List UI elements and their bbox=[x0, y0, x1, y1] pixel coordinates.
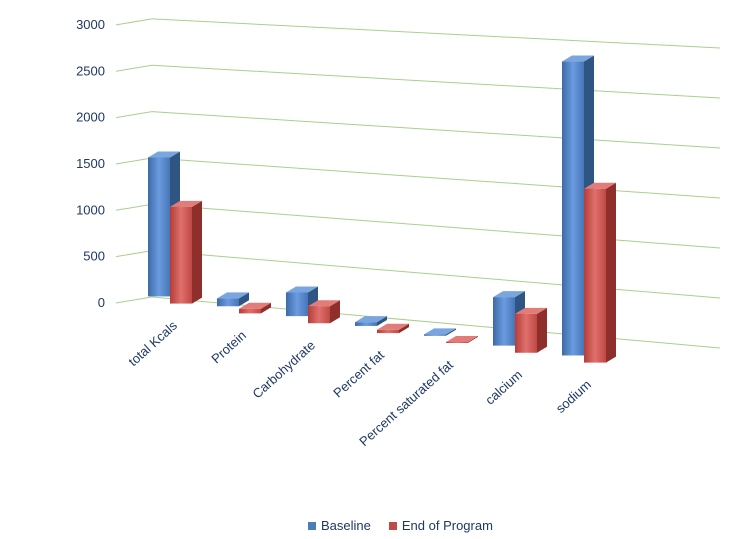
bar-top bbox=[148, 151, 180, 158]
gridline-depth bbox=[115, 250, 153, 258]
bar-side bbox=[399, 323, 409, 334]
y-tick-label: 2500 bbox=[76, 63, 105, 78]
bar-top bbox=[170, 200, 202, 207]
bar-side bbox=[330, 300, 340, 324]
gridline-depth bbox=[115, 157, 153, 165]
bar-top bbox=[286, 286, 318, 293]
bar-side bbox=[377, 316, 387, 326]
bar-front bbox=[170, 206, 192, 304]
bar-top bbox=[377, 323, 409, 330]
bar-top bbox=[562, 55, 594, 62]
gridline bbox=[151, 18, 721, 49]
bar-front bbox=[239, 308, 261, 314]
bar-side bbox=[192, 200, 202, 304]
bar-side bbox=[446, 328, 456, 336]
legend-swatch-end-of-program bbox=[388, 521, 397, 530]
gridline bbox=[151, 157, 721, 199]
bar-side bbox=[468, 335, 478, 343]
bars bbox=[148, 55, 616, 363]
bar-top bbox=[584, 182, 616, 189]
bar-front bbox=[562, 61, 584, 356]
gridline-depth bbox=[115, 64, 153, 72]
bar-front bbox=[148, 157, 170, 297]
bar-top bbox=[493, 291, 525, 298]
gridline bbox=[151, 64, 721, 99]
legend-swatch-baseline bbox=[308, 521, 316, 530]
bar-side bbox=[606, 182, 616, 363]
bar-front bbox=[308, 306, 330, 324]
category-label: Protein bbox=[208, 328, 249, 367]
gridline-depth bbox=[115, 18, 153, 26]
gridline-depth bbox=[115, 296, 153, 304]
category-label: Percent fat bbox=[330, 347, 387, 400]
y-tick-label: 1500 bbox=[76, 156, 105, 171]
bar-top bbox=[239, 302, 271, 309]
y-tick-label: 0 bbox=[98, 295, 105, 310]
gridline bbox=[151, 111, 721, 149]
y-tick-label: 3000 bbox=[76, 17, 105, 32]
category-label: Carbohydrate bbox=[249, 337, 318, 401]
bar-top bbox=[217, 292, 249, 299]
bar-side bbox=[239, 292, 249, 307]
bar-front bbox=[286, 292, 308, 317]
legend-item-end-of-program: End of Program bbox=[388, 518, 493, 533]
bar-end-of-program bbox=[446, 335, 478, 343]
bar-baseline bbox=[355, 316, 387, 326]
y-axis-ticks: 0 500 1000 1500 2000 2500 3000 bbox=[76, 17, 105, 310]
bar-end-of-program bbox=[308, 300, 340, 324]
bar-baseline bbox=[424, 328, 456, 336]
bar-front bbox=[515, 313, 537, 353]
gridline bbox=[151, 250, 721, 299]
legend-label-baseline: Baseline bbox=[321, 518, 371, 533]
category-label: sodium bbox=[553, 377, 594, 416]
category-label: total Kcals bbox=[125, 317, 180, 369]
bar-front bbox=[493, 297, 515, 346]
legend-item-baseline: Baseline bbox=[308, 518, 371, 533]
bar-front bbox=[355, 322, 377, 326]
bar-top bbox=[355, 316, 387, 323]
bar-end-of-program bbox=[515, 307, 547, 353]
bar-front bbox=[424, 334, 446, 336]
bar-top bbox=[308, 300, 340, 307]
bar-end-of-program bbox=[584, 182, 616, 363]
y-tick-label: 1000 bbox=[76, 202, 105, 217]
gridline-depth bbox=[115, 203, 153, 211]
bar-front bbox=[584, 188, 606, 363]
gridline bbox=[151, 203, 721, 249]
bar-front bbox=[377, 329, 399, 334]
bar-front bbox=[217, 298, 239, 307]
bar-side bbox=[537, 307, 547, 353]
y-tick-label: 500 bbox=[83, 249, 105, 264]
legend: Baseline End of Program bbox=[308, 518, 493, 533]
gridlines bbox=[115, 18, 721, 349]
bar-top bbox=[424, 328, 456, 335]
bar-top bbox=[446, 335, 478, 342]
bar-end-of-program bbox=[170, 200, 202, 304]
bar-end-of-program bbox=[239, 302, 271, 314]
bar-side bbox=[261, 302, 271, 314]
category-label: calcium bbox=[482, 367, 525, 408]
bar-end-of-program bbox=[377, 323, 409, 334]
y-tick-label: 2000 bbox=[76, 110, 105, 125]
gridline-depth bbox=[115, 111, 153, 119]
legend-label-end-of-program: End of Program bbox=[401, 518, 493, 533]
bar-top bbox=[515, 307, 547, 314]
bar-front bbox=[446, 341, 468, 343]
bar-baseline bbox=[217, 292, 249, 307]
